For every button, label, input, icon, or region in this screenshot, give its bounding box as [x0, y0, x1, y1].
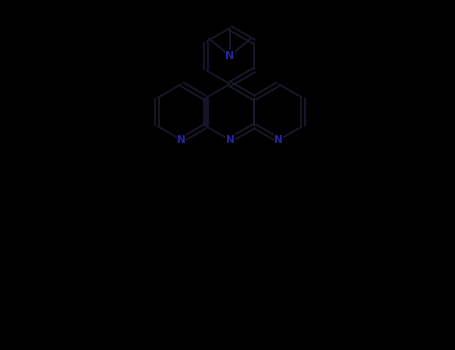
Text: N: N — [274, 135, 283, 145]
Text: N: N — [225, 51, 235, 61]
Text: N: N — [226, 135, 234, 145]
Text: N: N — [177, 135, 186, 145]
